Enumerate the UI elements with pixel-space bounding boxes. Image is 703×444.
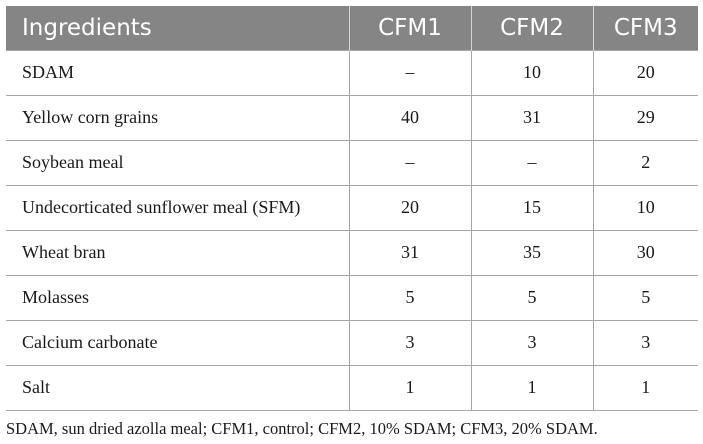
header-ingredients: Ingredients <box>6 6 350 50</box>
cfm2-value: 1 <box>471 364 594 411</box>
header-cfm3: CFM3 <box>613 14 678 41</box>
cfm3-value: 1 <box>593 364 698 411</box>
ingredient-name: Salt <box>6 364 350 411</box>
cfm1-value: 1 <box>349 364 472 411</box>
cfm3-value: 5 <box>593 274 698 320</box>
cfm3-value: 20 <box>593 49 698 95</box>
table-row: Calcium carbonate 3 3 3 <box>6 319 698 365</box>
cfm1-value: – <box>349 49 472 95</box>
table-row: Soybean meal – – 2 <box>6 139 698 185</box>
ingredient-name: Undecorticated sunflower meal (SFM) <box>6 184 350 230</box>
ingredient-name: Calcium carbonate <box>6 319 350 365</box>
cfm3-value: 29 <box>593 94 698 140</box>
cfm2-value: 10 <box>471 49 594 95</box>
cfm1-value: 40 <box>349 94 472 140</box>
table-row: SDAM – 10 20 <box>6 49 698 95</box>
cfm1-value: 5 <box>349 274 472 320</box>
table-row: Wheat bran 31 35 30 <box>6 229 698 275</box>
cfm3-value: 2 <box>593 139 698 185</box>
header-cfm2: CFM2 <box>471 6 594 50</box>
cfm2-value: 31 <box>471 94 594 140</box>
table-row: Undecorticated sunflower meal (SFM) 20 1… <box>6 184 698 230</box>
cfm3-value: 30 <box>593 229 698 275</box>
cfm1-value: 3 <box>349 319 472 365</box>
header-cfm1: CFM1 <box>349 6 472 50</box>
table-row: Salt 1 1 1 <box>6 364 698 411</box>
ingredient-name: Wheat bran <box>6 229 350 275</box>
table-footnote: SDAM, sun dried azolla meal; CFM1, contr… <box>6 419 598 438</box>
cfm2-value: 5 <box>471 274 594 320</box>
cfm3-value: 10 <box>593 184 698 230</box>
cfm3-value: 3 <box>593 319 698 365</box>
cfm2-value: 15 <box>471 184 594 230</box>
cfm1-value: 31 <box>349 229 472 275</box>
table-row: Yellow corn grains 40 31 29 <box>6 94 698 140</box>
cfm2-value: – <box>471 139 594 185</box>
cfm1-value: – <box>349 139 472 185</box>
ingredients-table: Ingredients CFM1 CFM2 CFM3 SDAM – 10 20 … <box>6 6 698 411</box>
cfm2-value: 3 <box>471 319 594 365</box>
table-header-row: Ingredients CFM1 CFM2 CFM3 <box>6 6 698 50</box>
table-row: Molasses 5 5 5 <box>6 274 698 320</box>
cfm1-value: 20 <box>349 184 472 230</box>
ingredient-name: Yellow corn grains <box>6 94 350 140</box>
ingredient-name: Soybean meal <box>6 139 350 185</box>
ingredient-name: Molasses <box>6 274 350 320</box>
ingredient-name: SDAM <box>6 49 350 95</box>
cfm2-value: 35 <box>471 229 594 275</box>
